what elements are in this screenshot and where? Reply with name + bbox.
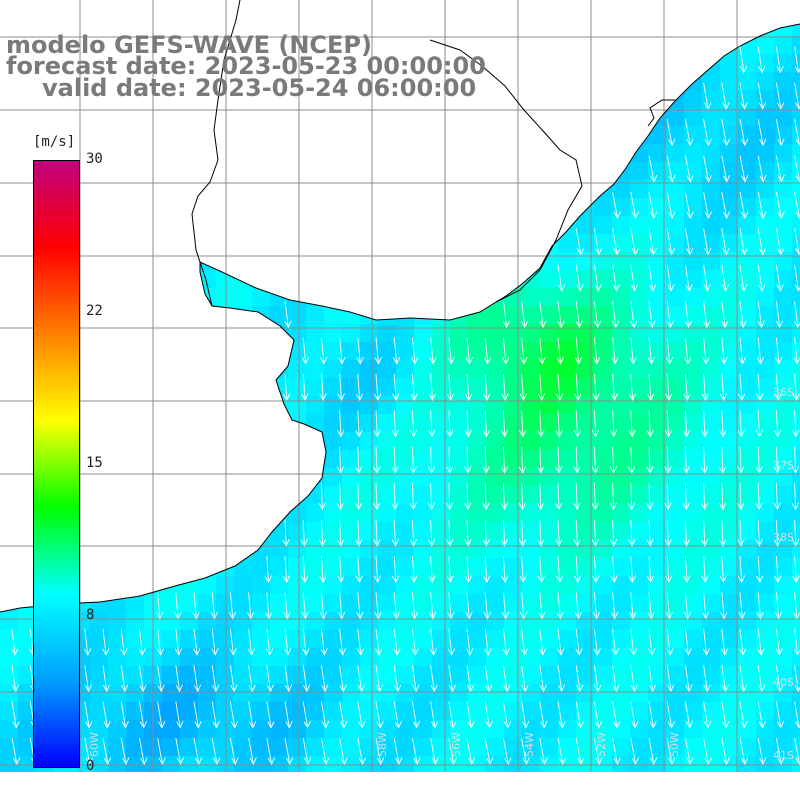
lat-label-38s: 38S — [773, 531, 794, 544]
coastline — [0, 23, 800, 613]
colorbar-tick-15: 15 — [86, 455, 103, 471]
bottom-margin — [0, 772, 800, 800]
lon-label-58w: 58W — [376, 732, 389, 757]
colorbar-unit-label: [m/s] — [33, 134, 76, 150]
border-line — [429, 39, 583, 303]
lon-label-56w: 56W — [450, 732, 463, 757]
land-area — [0, 0, 800, 612]
lat-label-37s: 37S — [773, 459, 794, 472]
lon-label-50w: 50W — [668, 732, 681, 757]
colorbar-gradient — [34, 161, 79, 767]
lon-label-52w: 52W — [595, 732, 608, 757]
model-title: modelo GEFS-WAVE (NCEP) — [6, 31, 372, 59]
colorbar — [33, 160, 80, 768]
colorbar-tick-8: 8 — [86, 607, 95, 623]
colorbar-tick-22: 22 — [86, 303, 103, 319]
colorbar-tick-30: 30 — [86, 151, 103, 167]
lon-label-54w: 54W — [523, 732, 536, 757]
lon-label-60w: 60W — [88, 732, 101, 757]
colorbar-tick-0: 0 — [86, 758, 95, 774]
lat-label-40s: 40S — [773, 676, 794, 689]
valid-date: valid date: 2023-05-24 06:00:00 — [42, 74, 477, 102]
border-line — [191, 0, 241, 307]
lat-label-36s: 36S — [773, 386, 794, 399]
forecast-date: forecast date: 2023-05-23 00:00:00 — [6, 52, 486, 80]
border-line — [647, 99, 676, 127]
lat-label-41s: 41S — [773, 749, 794, 762]
